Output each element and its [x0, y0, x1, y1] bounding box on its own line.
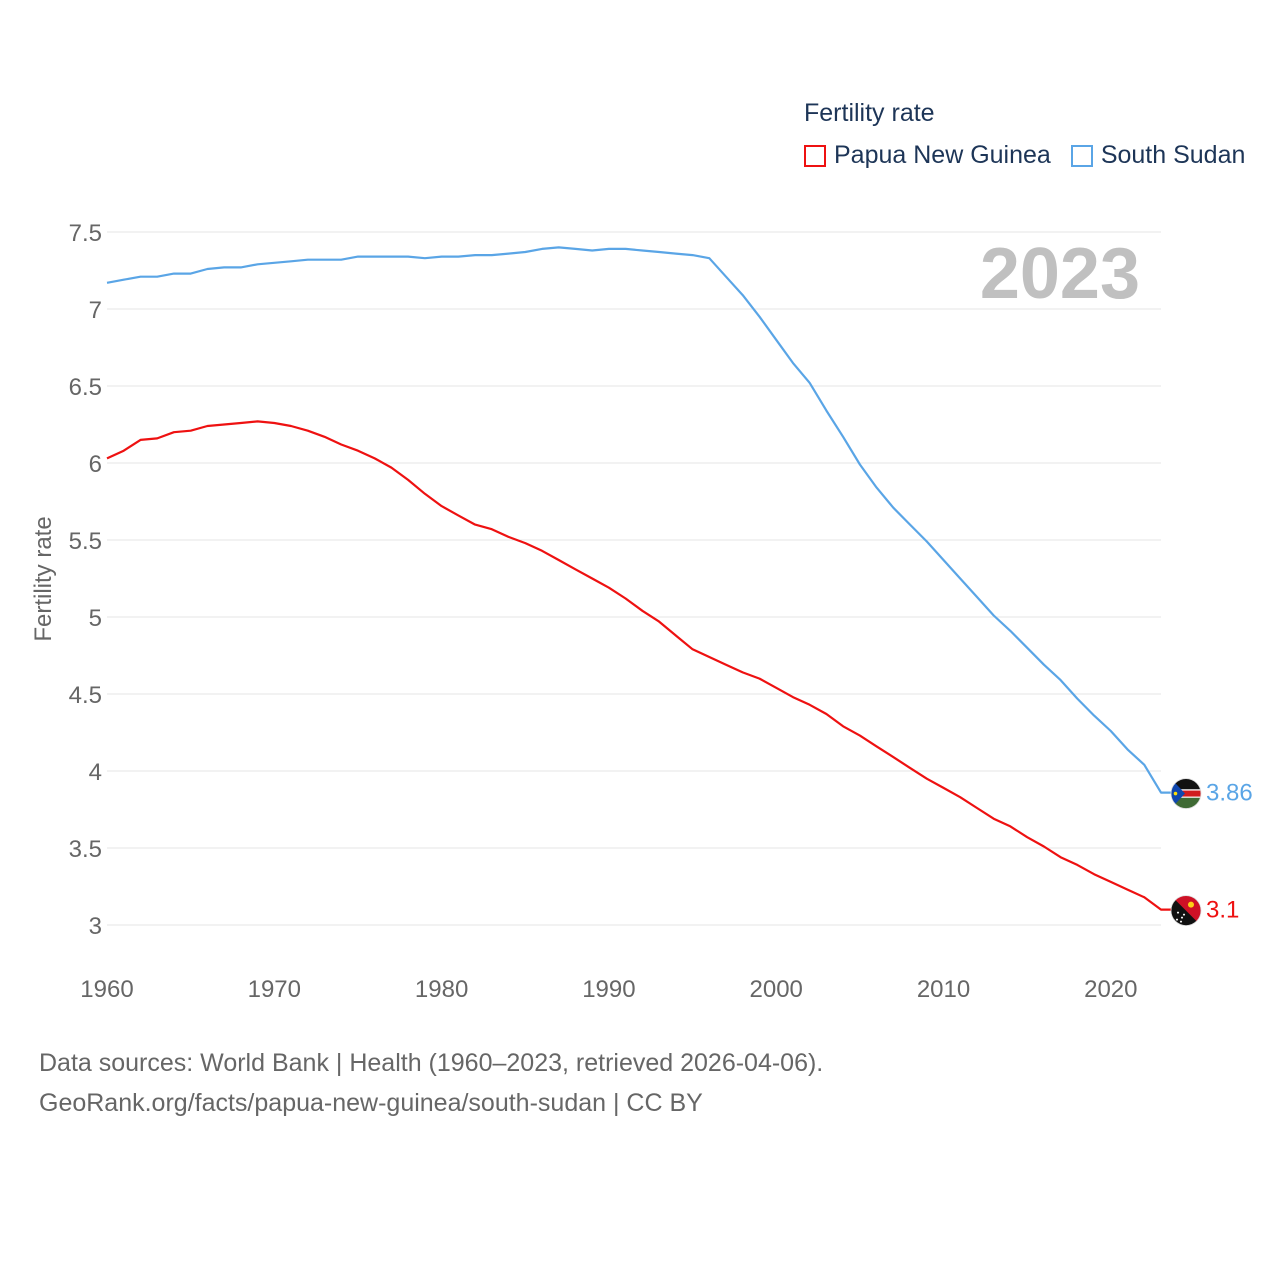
- x-axis-ticks: 1960 1970 1980 1990 2000 2010 2020: [80, 976, 1137, 1003]
- footer-attribution-link[interactable]: GeoRank.org/facts/papua-new-guinea/south…: [39, 1089, 703, 1117]
- x-tick-label: 1990: [582, 976, 635, 1003]
- legend-item-papua-new-guinea[interactable]: Papua New Guinea: [804, 141, 1051, 170]
- end-value-label-south-sudan: 3.86: [1206, 780, 1253, 807]
- grid-lines: [107, 231, 1161, 926]
- end-markers: 3.1 3.86: [1170, 778, 1253, 926]
- legend-item-south-sudan[interactable]: South Sudan: [1070, 141, 1246, 170]
- legend-swatch-south-sudan: [1070, 144, 1093, 167]
- papua-new-guinea-flag-icon: [1170, 895, 1202, 926]
- x-tick-label: 2010: [917, 976, 970, 1003]
- legend-title: Fertility rate: [804, 99, 935, 127]
- legend: Papua New Guinea South Sudan: [804, 141, 1245, 170]
- end-value-label-papua-new-guinea: 3.1: [1206, 897, 1239, 924]
- y-tick-label: 5.5: [69, 528, 102, 555]
- y-tick-label: 4.5: [69, 682, 102, 709]
- y-tick-label: 3.5: [69, 836, 102, 863]
- x-tick-label: 1970: [248, 976, 301, 1003]
- y-axis-label: Fertility rate: [30, 516, 57, 641]
- legend-label-papua-new-guinea: Papua New Guinea: [834, 141, 1051, 169]
- x-tick-label: 2020: [1084, 976, 1137, 1003]
- y-tick-label: 4: [89, 759, 102, 786]
- y-tick-label: 5: [89, 605, 102, 632]
- x-tick-label: 1980: [415, 976, 468, 1003]
- series-line-papua-new-guinea: [106, 420, 1171, 911]
- y-tick-label: 6: [89, 451, 102, 478]
- x-tick-label: 1960: [80, 976, 133, 1003]
- series-line-south-sudan: [106, 246, 1171, 794]
- south-sudan-flag-icon: [1170, 778, 1202, 809]
- current-year-label: 2023: [980, 234, 1140, 314]
- legend-label-south-sudan: South Sudan: [1100, 141, 1246, 169]
- series-lines: [106, 246, 1171, 911]
- y-tick-label: 6.5: [69, 374, 102, 401]
- y-tick-label: 7.5: [69, 220, 102, 247]
- footer-sources: Data sources: World Bank | Health (1960–…: [39, 1043, 823, 1123]
- footer-data-sources: Data sources: World Bank | Health (1960–…: [39, 1049, 824, 1077]
- y-axis-ticks: 3 3.5 4 4.5 5 5.5 6 6.5 7 7.5: [69, 220, 102, 940]
- x-tick-label: 2000: [750, 976, 803, 1003]
- y-tick-label: 3: [89, 913, 102, 940]
- legend-swatch-papua-new-guinea: [804, 144, 826, 167]
- y-tick-label: 7: [89, 297, 102, 324]
